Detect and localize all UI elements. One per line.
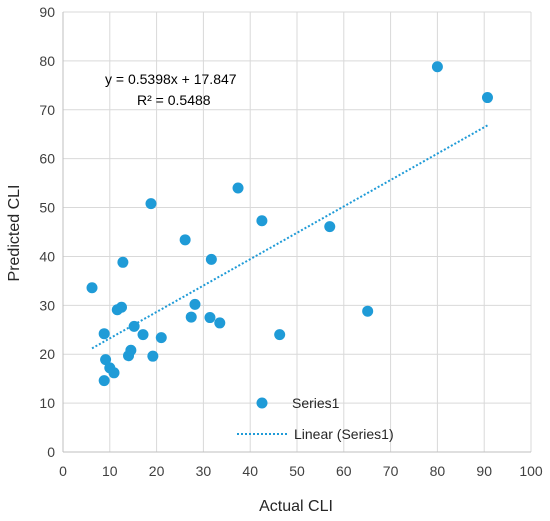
data-point <box>125 344 137 356</box>
data-point <box>98 375 110 387</box>
data-point <box>205 253 217 265</box>
data-point <box>214 317 226 329</box>
x-tick-label: 70 <box>383 463 399 479</box>
y-tick-label: 60 <box>39 151 55 167</box>
x-tick-label: 100 <box>519 463 543 479</box>
data-point <box>155 332 167 344</box>
data-point <box>481 92 493 104</box>
data-point <box>100 354 112 366</box>
data-points <box>86 61 493 387</box>
tick-labels: 0 10 20 30 40 50 60 70 80 90 0 10 20 30 40 50 60 70 80 90 10… <box>39 4 542 479</box>
x-tick-label: 0 <box>59 463 67 479</box>
trendline-equation: y = 0.5398x + 17.847 <box>105 71 237 87</box>
x-tick-label: 40 <box>242 463 258 479</box>
x-tick-label: 60 <box>336 463 352 479</box>
data-point <box>179 234 191 246</box>
data-point <box>256 215 268 227</box>
data-point <box>145 198 157 210</box>
x-tick-label: 20 <box>149 463 165 479</box>
y-tick-label: 30 <box>39 297 55 313</box>
data-point <box>147 350 159 362</box>
x-tick-label: 90 <box>476 463 492 479</box>
data-point <box>86 282 98 294</box>
y-tick-label: 40 <box>39 248 55 264</box>
data-point <box>185 311 197 323</box>
r-squared-label: R² = 0.5488 <box>137 92 211 108</box>
x-axis-title: Actual CLI <box>259 498 333 515</box>
x-tick-label: 30 <box>196 463 212 479</box>
y-axis-title: Predicted CLI <box>6 185 23 282</box>
y-tick-label: 20 <box>39 346 55 362</box>
axes <box>62 12 531 453</box>
x-tick-label: 80 <box>430 463 446 479</box>
data-point <box>232 182 244 194</box>
x-tick-label: 50 <box>289 463 305 479</box>
data-point <box>117 256 129 268</box>
data-point <box>98 328 110 340</box>
data-point <box>204 312 216 324</box>
x-tick-label: 10 <box>102 463 118 479</box>
y-tick-label: 50 <box>39 200 55 216</box>
y-tick-label: 10 <box>39 395 55 411</box>
data-point <box>128 320 140 332</box>
gridlines <box>63 11 532 452</box>
legend: Series1 Linear (Series1) <box>237 395 394 442</box>
data-point <box>116 301 127 313</box>
legend-trendline-label: Linear (Series1) <box>294 426 394 442</box>
y-tick-label: 90 <box>39 4 55 20</box>
data-point <box>431 61 443 73</box>
data-point <box>362 305 374 317</box>
data-point <box>274 329 286 341</box>
data-point <box>137 329 149 341</box>
legend-series1-marker <box>256 397 268 409</box>
legend-series1-label: Series1 <box>292 395 340 411</box>
y-tick-label: 70 <box>39 102 55 118</box>
y-tick-label: 0 <box>47 444 55 460</box>
data-point <box>324 221 336 233</box>
data-point <box>108 367 120 379</box>
y-tick-label: 80 <box>39 53 55 69</box>
data-point <box>189 298 201 310</box>
